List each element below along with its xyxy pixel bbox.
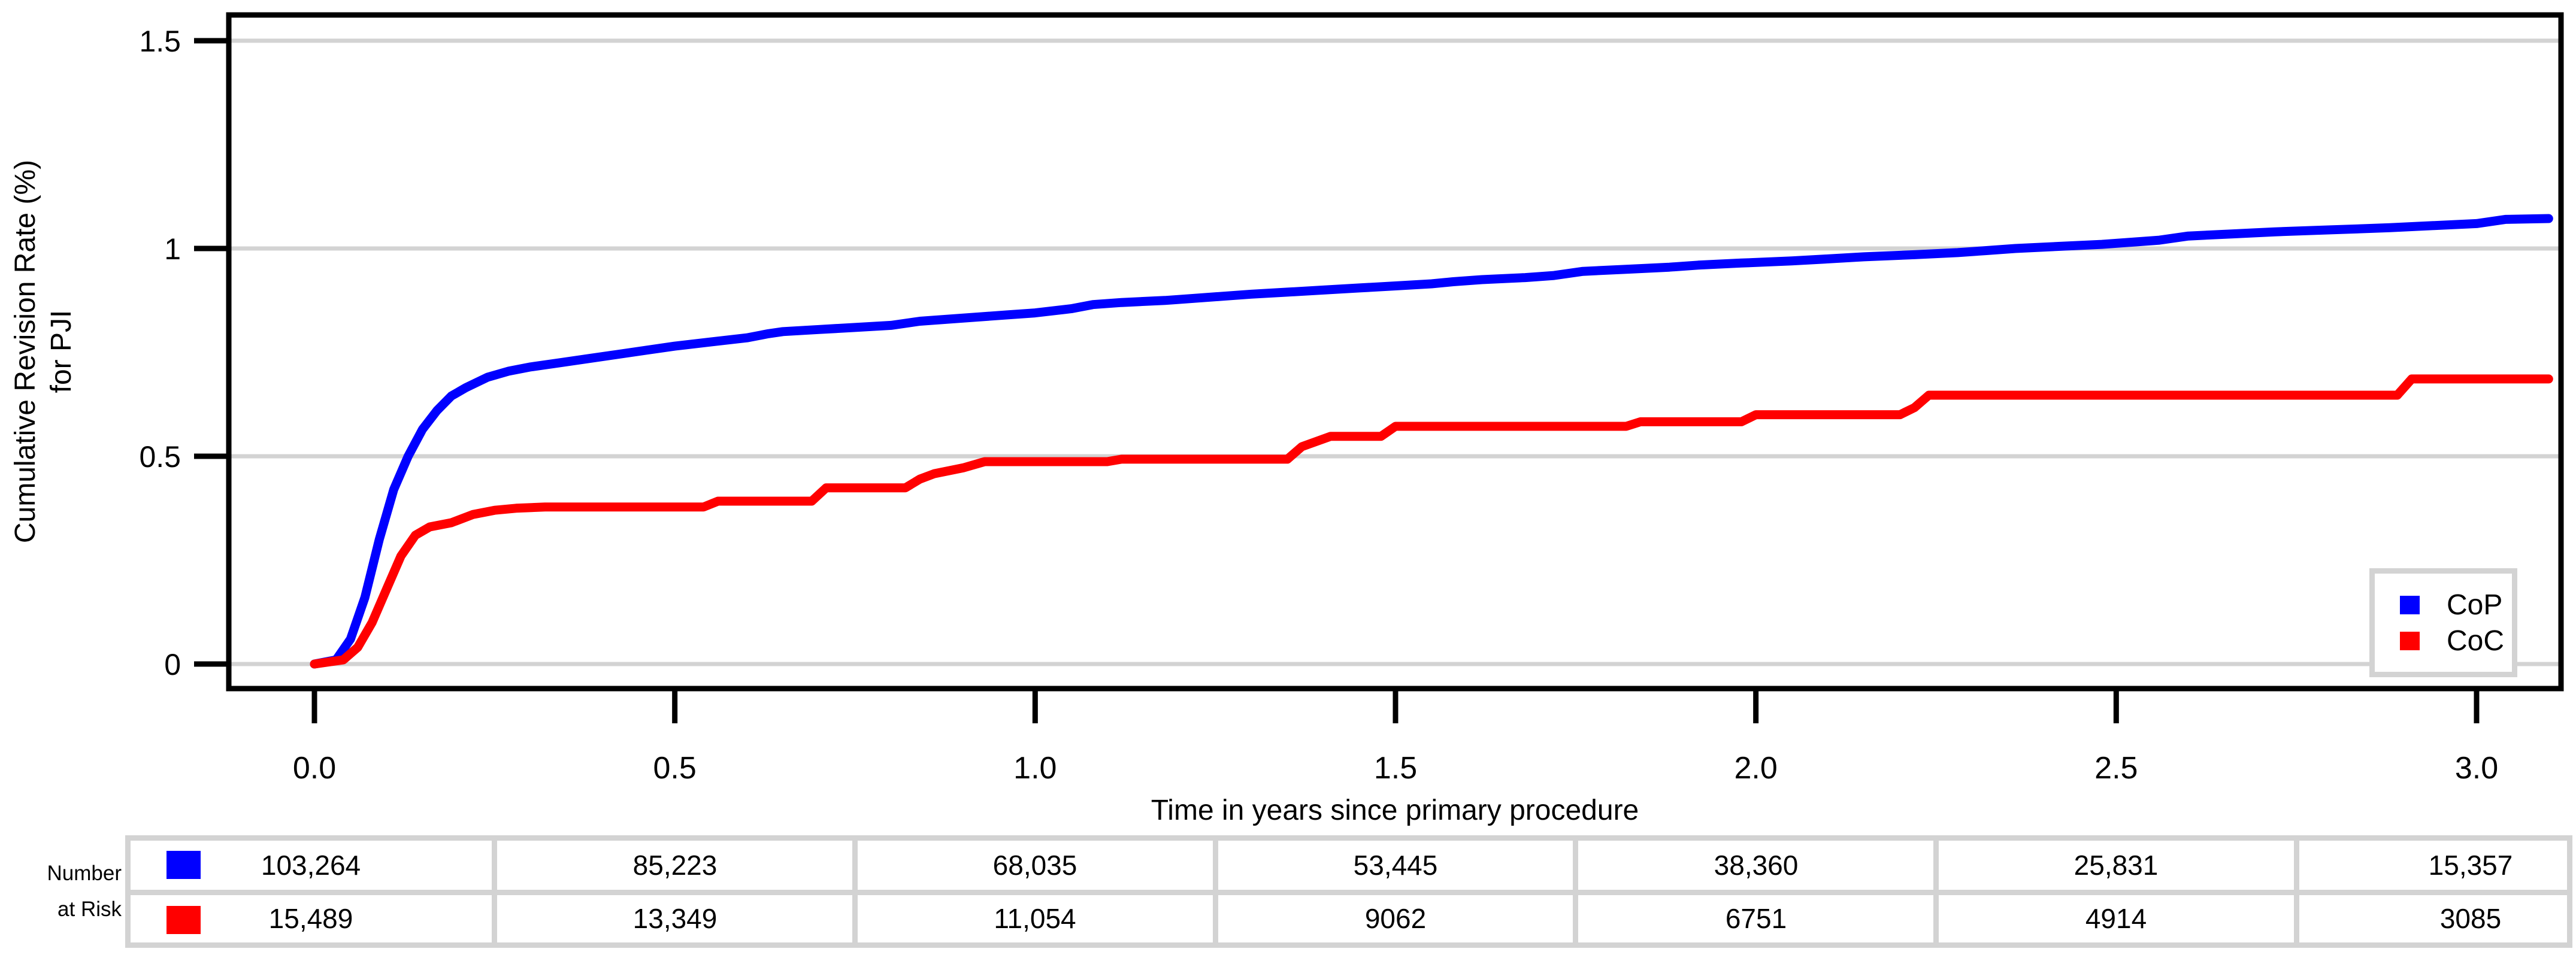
risk-table-column-divider xyxy=(1213,841,1218,942)
number-at-risk-label-line2: at Risk xyxy=(57,898,122,921)
number-at-risk-table: 103,264 85,223 68,035 53,445 38,360 25,831 15,… xyxy=(125,835,2572,948)
risk-count-cop-t5: 25,831 xyxy=(2073,850,2159,881)
y-axis-title-line1: Cumulative Revision Rate (%) xyxy=(10,159,41,544)
axis-tick-labels: 0 0.5 1 1.5 0.0 0.5 1.0 1.5 2.0 2.5 3.0 xyxy=(139,25,2498,786)
legend-entry-coc: CoC xyxy=(2375,625,2505,657)
curve-coc xyxy=(310,374,2553,669)
y-tick-label: 1 xyxy=(164,232,181,266)
number-at-risk-label-line1: Number xyxy=(47,862,122,885)
risk-table-column-divider xyxy=(1933,841,1939,942)
x-axis-title: Time in years since primary procedure xyxy=(1151,795,1639,826)
risk-count-cop-t4: 38,360 xyxy=(1714,850,1799,881)
risk-count-coc-t2: 11,054 xyxy=(994,903,1076,934)
axis-ticks xyxy=(194,38,2480,723)
survival-curves xyxy=(310,214,2553,669)
risk-count-cop-t0: 103,264 xyxy=(261,850,361,881)
x-tick-label: 0.0 xyxy=(293,751,336,786)
coc-legend-label: CoC xyxy=(2447,625,2505,657)
gridlines xyxy=(229,38,2561,666)
coc-row-swatch xyxy=(167,906,201,934)
curve-cop xyxy=(310,214,2553,669)
plot-frame xyxy=(226,12,2564,692)
y-tick-label: 0.5 xyxy=(139,440,181,474)
cop-legend-label: CoP xyxy=(2447,589,2503,621)
y-tick-label: 1.5 xyxy=(139,25,181,58)
number-at-risk-label: Number at Risk xyxy=(0,856,122,927)
coc-legend-swatch xyxy=(2400,631,2420,650)
y-axis-title: Cumulative Revision Rate (%) for PJI xyxy=(8,0,77,726)
risk-count-coc-t0: 15,489 xyxy=(268,903,353,934)
y-tick-label: 0 xyxy=(164,648,181,681)
risk-table-column-divider xyxy=(492,841,497,942)
risk-count-coc-t6: 3085 xyxy=(2439,903,2502,934)
legend-entry-cop: CoP xyxy=(2375,589,2503,621)
risk-count-coc-t4: 6751 xyxy=(1725,903,1787,934)
risk-table-column-divider xyxy=(1573,841,1578,942)
risk-count-cop-t3: 53,445 xyxy=(1353,850,1438,881)
risk-count-coc-t3: 9062 xyxy=(1364,903,1427,934)
x-tick-label: 0.5 xyxy=(653,751,697,786)
risk-table-column-divider xyxy=(852,841,858,942)
legend-box: CoP CoC xyxy=(2369,568,2517,677)
x-tick-label: 2.0 xyxy=(1735,751,1778,786)
x-tick-label: 1.0 xyxy=(1013,751,1057,786)
risk-table-column-divider xyxy=(2294,841,2299,942)
risk-count-cop-t1: 85,223 xyxy=(632,850,718,881)
x-tick-label: 3.0 xyxy=(2455,751,2498,786)
x-tick-label: 1.5 xyxy=(1374,751,1417,786)
cop-legend-swatch xyxy=(2400,595,2420,614)
risk-count-coc-t5: 4914 xyxy=(2085,903,2147,934)
risk-count-cop-t6: 15,357 xyxy=(2428,850,2513,881)
risk-count-coc-t1: 13,349 xyxy=(632,903,718,934)
cop-row-swatch xyxy=(167,851,201,879)
risk-table-row-divider xyxy=(131,890,2567,895)
y-axis-title-line2: for PJI xyxy=(46,310,77,393)
x-tick-label: 2.5 xyxy=(2094,751,2138,786)
risk-count-cop-t2: 68,035 xyxy=(992,850,1077,881)
